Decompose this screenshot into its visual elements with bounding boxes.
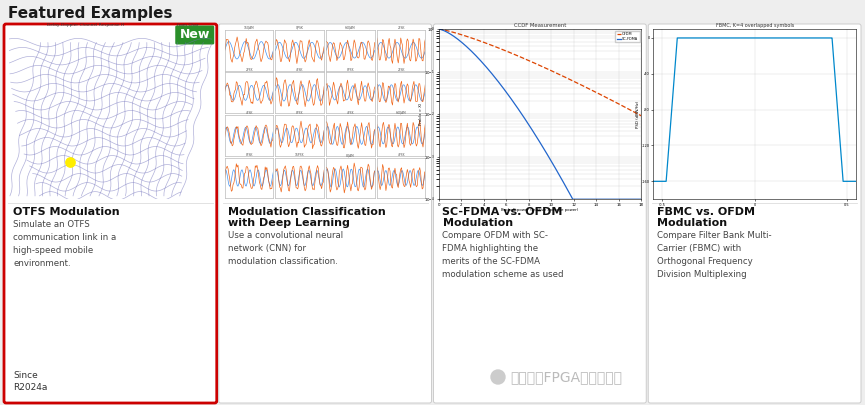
Text: OTFS Modulation: OTFS Modulation <box>13 207 119 217</box>
OFDM <box>433 27 444 32</box>
Text: 公众号．FPGA算法工程师: 公众号．FPGA算法工程师 <box>510 370 622 384</box>
OFDM <box>604 97 614 102</box>
OFDM <box>636 113 646 118</box>
Text: Delay-Doppler Channel Response H: Delay-Doppler Channel Response H <box>48 23 125 27</box>
Text: Featured Examples: Featured Examples <box>8 6 172 21</box>
Text: Modulation Classification: Modulation Classification <box>227 207 386 217</box>
Text: New: New <box>180 28 210 41</box>
SC-FDMA <box>434 27 445 32</box>
Text: from Char: from Char <box>176 23 198 27</box>
Circle shape <box>491 370 505 384</box>
Legend: OFDM, SC-FDMA: OFDM, SC-FDMA <box>615 31 639 42</box>
Text: Simulate an OTFS
communication link in a
high-speed mobile
environment.: Simulate an OTFS communication link in a… <box>13 220 116 268</box>
OFDM <box>617 103 627 108</box>
SC-FDMA <box>636 197 646 202</box>
Text: Compare Filter Bank Multi-
Carrier (FBMC) with
Orthogonal Frequency
Division Mul: Compare Filter Bank Multi- Carrier (FBMC… <box>657 231 772 279</box>
Line: SC-FDMA: SC-FDMA <box>439 29 641 199</box>
SC-FDMA <box>557 179 567 183</box>
Y-axis label: PSD (dBW/Hz): PSD (dBW/Hz) <box>637 100 640 128</box>
SC-FDMA <box>568 197 579 202</box>
FancyBboxPatch shape <box>433 24 646 403</box>
Title: CCDF Measurement: CCDF Measurement <box>514 23 566 28</box>
Text: Compare OFDM with SC-
FDMA highlighting the
merits of the SC-FDMA
modulation sch: Compare OFDM with SC- FDMA highlighting … <box>443 231 564 279</box>
SC-FDMA <box>554 173 564 177</box>
Text: Since
R2024a: Since R2024a <box>13 371 48 392</box>
Line: OFDM: OFDM <box>439 29 641 116</box>
Text: Use a convolutional neural
network (CNN) for
modulation classification.: Use a convolutional neural network (CNN)… <box>227 231 343 266</box>
OFDM <box>557 74 567 79</box>
FancyBboxPatch shape <box>219 24 432 403</box>
SC-FDMA <box>605 197 615 202</box>
Text: FBMC vs. OFDM: FBMC vs. OFDM <box>657 207 755 217</box>
X-axis label: Backoff power (relative average power): Backoff power (relative average power) <box>501 208 579 212</box>
FancyBboxPatch shape <box>4 24 217 403</box>
Text: Modulation: Modulation <box>657 218 727 228</box>
Text: Modulation: Modulation <box>443 218 513 228</box>
Text: SC-FDMA vs. OFDM: SC-FDMA vs. OFDM <box>443 207 563 217</box>
FancyBboxPatch shape <box>648 24 861 403</box>
SC-FDMA <box>618 197 628 202</box>
FancyBboxPatch shape <box>176 26 215 45</box>
Y-axis label: Prob(x > X): Prob(x > X) <box>419 103 423 125</box>
Title: FBMC, K=4 overlapped symbols: FBMC, K=4 overlapped symbols <box>715 23 794 28</box>
OFDM <box>554 72 564 77</box>
SC-FDMA <box>433 27 444 32</box>
OFDM <box>554 72 564 77</box>
Point <box>63 158 77 165</box>
OFDM <box>434 27 445 32</box>
Text: with Deep Learning: with Deep Learning <box>227 218 349 228</box>
SC-FDMA <box>554 171 564 176</box>
